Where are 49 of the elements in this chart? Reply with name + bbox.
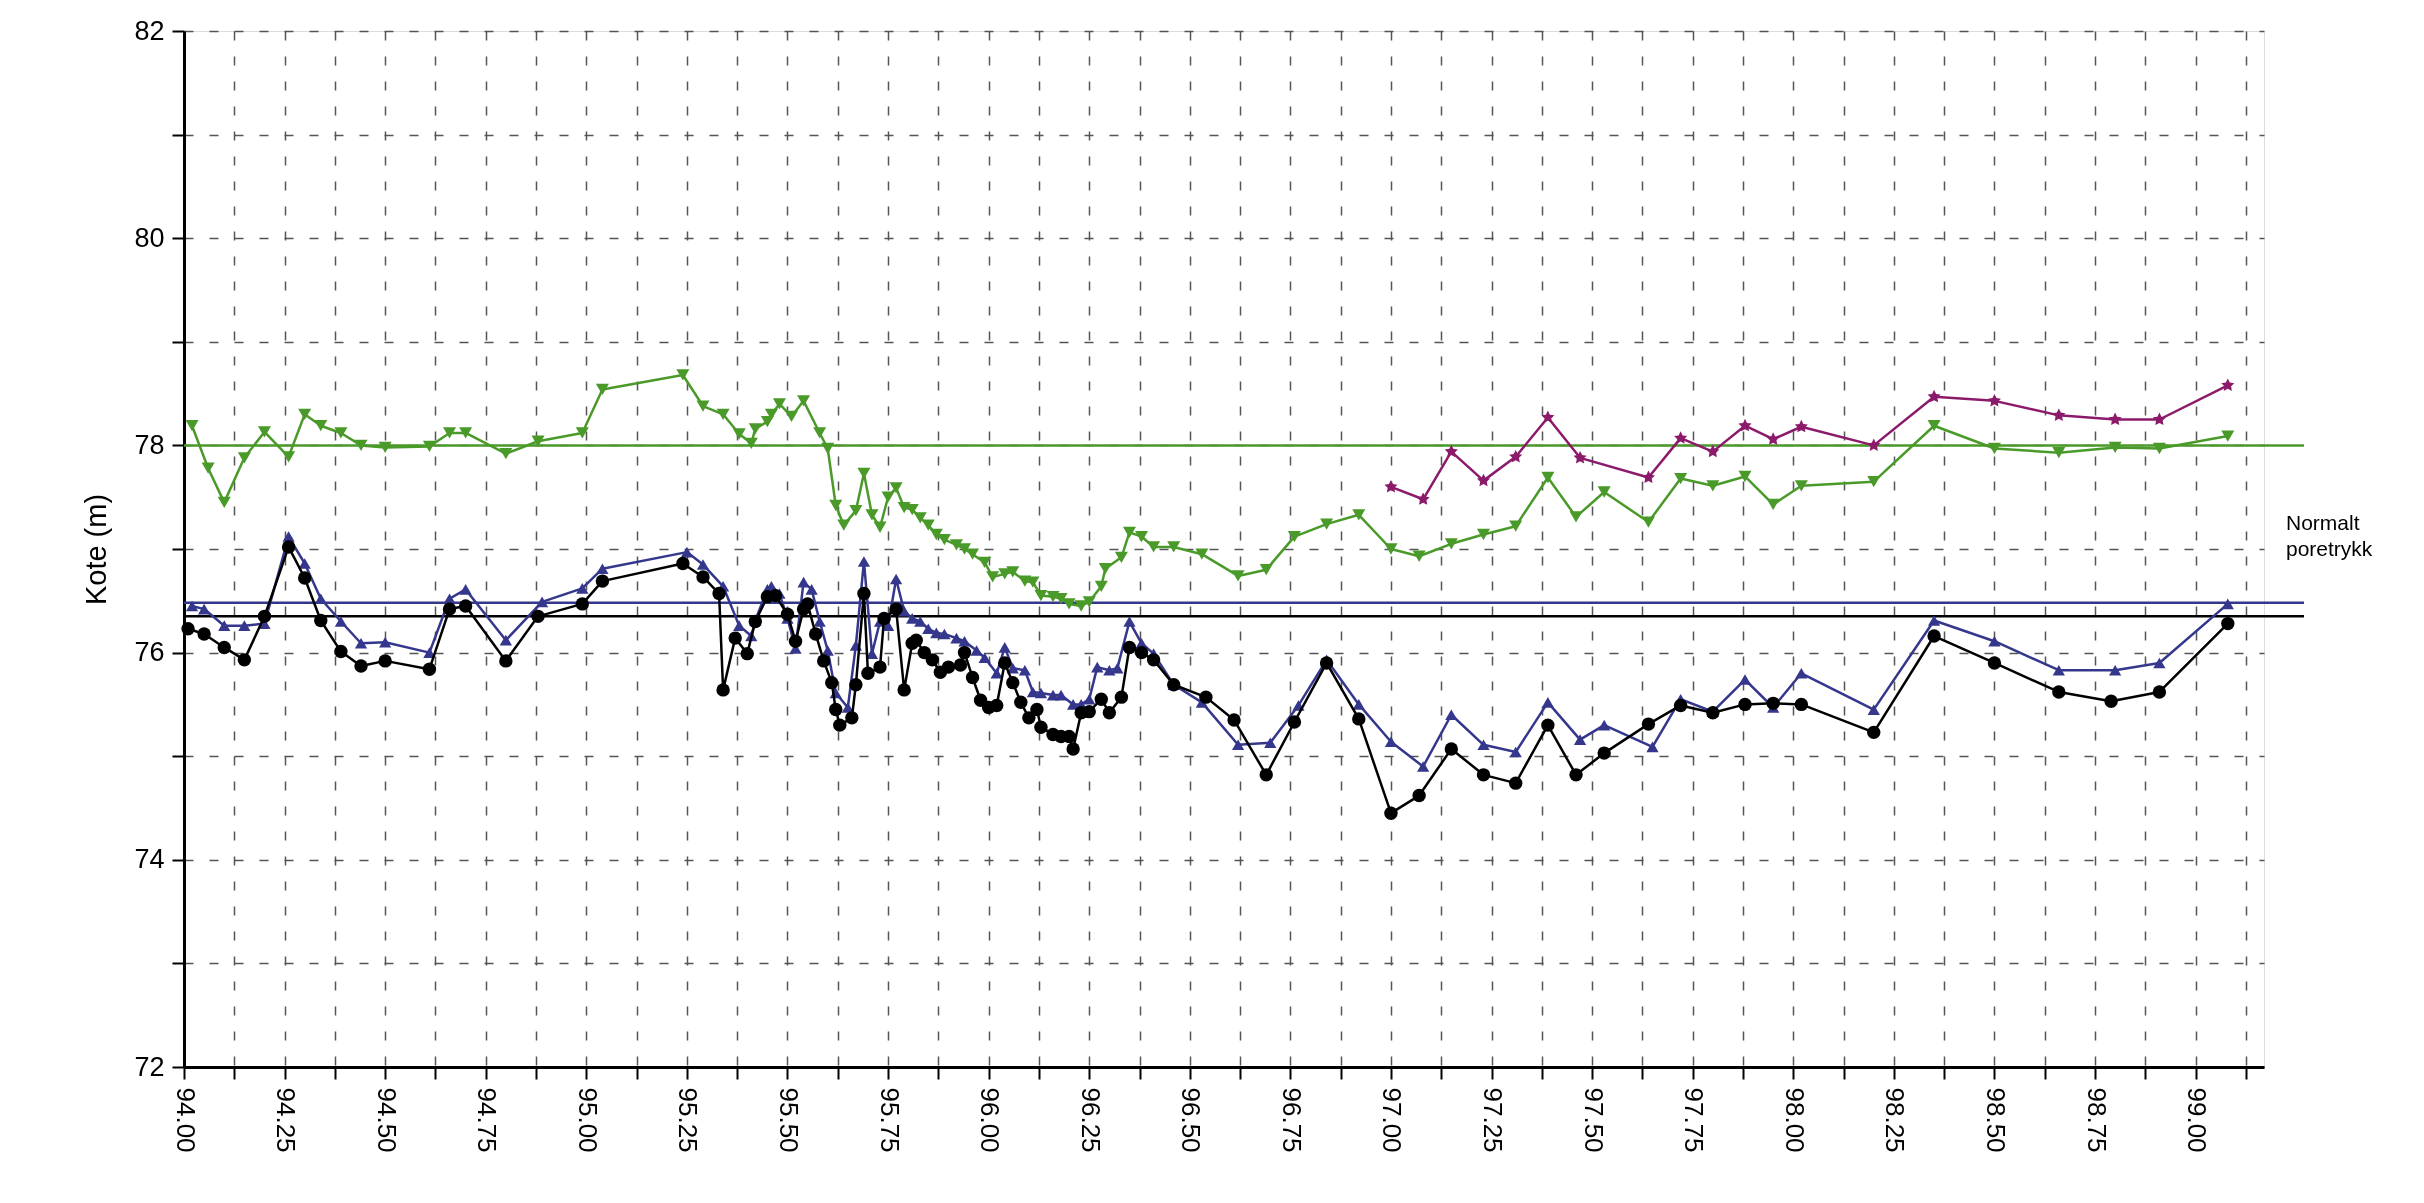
point	[1794, 419, 1808, 433]
x-tick-label: 99.00	[2182, 1087, 2213, 1153]
x-tick-label: 95.50	[773, 1087, 804, 1153]
point	[2052, 408, 2066, 421]
x-tick-label: 96.25	[1075, 1087, 1106, 1153]
point	[1738, 418, 1752, 432]
y-tick-label: 82	[134, 15, 165, 46]
point	[1573, 450, 1587, 464]
point	[1416, 492, 1430, 505]
x-tick-label: 96.75	[1276, 1087, 1307, 1153]
x-tick-label: 98.50	[1980, 1087, 2011, 1153]
x-tick-label: 97.25	[1478, 1087, 1509, 1153]
text: Normalt poretrykk	[2286, 511, 2373, 561]
x-tick-label: 97.00	[1377, 1087, 1408, 1153]
x-tick-label: 95.25	[673, 1087, 704, 1153]
y-tick-label: 78	[134, 429, 165, 460]
point	[2152, 412, 2166, 426]
point	[1766, 432, 1780, 445]
x-tick-label: 94.75	[472, 1087, 503, 1153]
x-tick-label: 95.00	[572, 1087, 603, 1153]
point	[1987, 393, 2001, 407]
x-tick-label: 98.00	[1779, 1087, 1810, 1153]
point	[1867, 438, 1881, 451]
y-tick-label: 76	[134, 637, 165, 668]
point	[1641, 470, 1655, 484]
y-tick-label: 80	[134, 222, 165, 253]
point	[1444, 444, 1458, 458]
y-axis-title: Kote (m)	[80, 493, 113, 606]
point	[2221, 378, 2235, 391]
point	[1509, 449, 1523, 463]
x-tick-label: 96.00	[975, 1087, 1006, 1153]
x-tick-label: 96.50	[1176, 1087, 1207, 1153]
y-tick-label: 72	[134, 1051, 165, 1082]
x-tick-label: 94.00	[170, 1087, 201, 1153]
point	[1476, 473, 1491, 487]
x-tick-label: 98.75	[2081, 1087, 2112, 1153]
point	[1384, 479, 1398, 493]
x-tick-label: 97.75	[1679, 1087, 1710, 1153]
y-tick-label: 74	[134, 844, 165, 875]
x-tick-label: 98.25	[1880, 1087, 1911, 1153]
point	[2108, 412, 2122, 426]
x-tick-label: 97.50	[1578, 1087, 1609, 1153]
x-tick-label: 95.75	[874, 1087, 905, 1153]
point	[1541, 410, 1555, 424]
x-tick-label: 94.25	[271, 1087, 302, 1153]
point	[1927, 389, 1941, 403]
x-tick-label: 94.50	[371, 1087, 402, 1153]
point	[1706, 444, 1720, 458]
point	[1674, 431, 1688, 444]
